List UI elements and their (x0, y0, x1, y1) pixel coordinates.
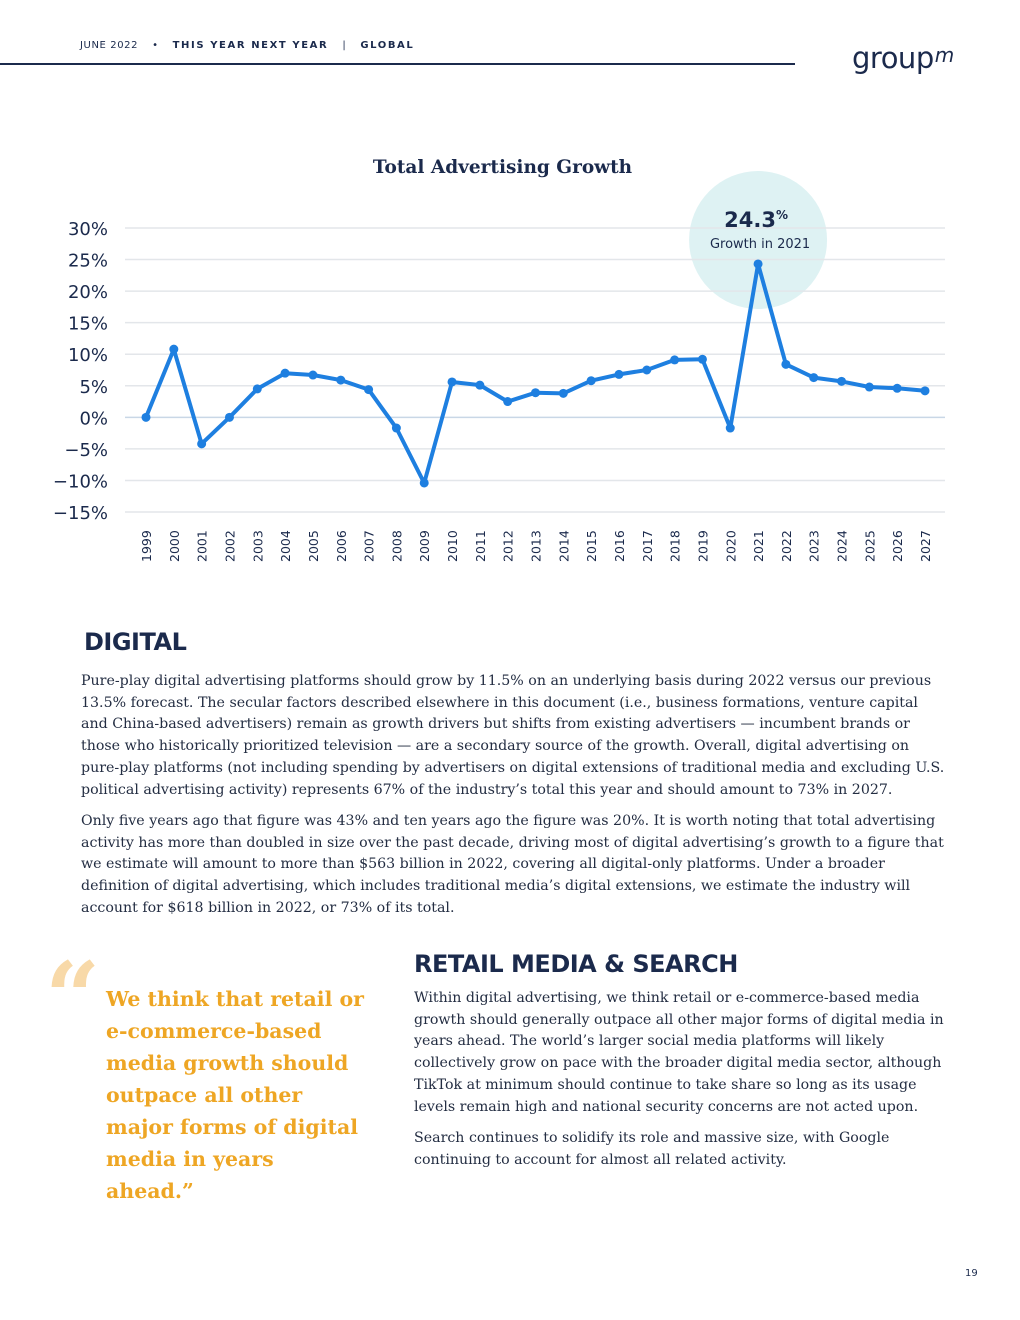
data-point (531, 388, 540, 398)
data-point (252, 384, 262, 394)
header-rule (0, 63, 795, 65)
x-tick-label: 2022 (779, 530, 794, 562)
data-point (837, 376, 847, 386)
x-tick-label: 2023 (807, 530, 822, 562)
x-tick-label: 2010 (445, 530, 460, 562)
x-tick-label: 2018 (668, 530, 683, 562)
x-tick-label: 2014 (556, 530, 571, 562)
x-tick-label: 2026 (890, 530, 905, 562)
x-tick-label: 2006 (334, 530, 349, 562)
data-point (224, 412, 234, 422)
x-tick-label: 2012 (501, 530, 516, 562)
data-point (391, 423, 401, 433)
logo-m-mark: m (934, 43, 954, 67)
data-point (308, 370, 318, 380)
x-tick-label: 2016 (612, 530, 627, 562)
y-tick-label: 20% (68, 282, 108, 303)
retail-heading: RETAIL MEDIA & SEARCH (414, 950, 738, 978)
y-tick-label: −10% (53, 471, 108, 492)
chart-title: Total Advertising Growth (372, 157, 633, 178)
data-point (197, 439, 207, 449)
retail-paragraph-1: Within digital advertising, we think ret… (414, 990, 944, 1115)
data-point (697, 354, 707, 364)
retail-paragraph-2: Search continues to solidify its role an… (414, 1130, 890, 1168)
digital-paragraph-1: Pure-play digital advertising platforms … (81, 673, 945, 798)
digital-heading: DIGITAL (84, 628, 187, 656)
callout-value: 24.3% (724, 208, 788, 232)
x-tick-label: 2013 (529, 530, 544, 562)
y-tick-label: 0% (79, 408, 108, 429)
digital-paragraph-2: Only five years ago that figure was 43% … (81, 813, 944, 916)
data-point (586, 376, 596, 386)
groupm-logo: groupm (852, 41, 954, 75)
data-point (558, 388, 568, 398)
quote-mark-icon: “ (45, 941, 101, 1054)
data-point (447, 377, 457, 387)
data-point (864, 382, 874, 392)
data-point (614, 369, 624, 379)
x-tick-label: 2001 (195, 530, 210, 562)
y-tick-label: −15% (53, 503, 108, 524)
x-tick-label: 2002 (222, 530, 237, 562)
callout-label: Growth in 2021 (710, 237, 810, 252)
x-tick-label: 2019 (695, 530, 710, 562)
data-point (141, 412, 151, 422)
header-region: GLOBAL (360, 40, 415, 51)
data-point (364, 385, 374, 395)
page-number: 19 (965, 1268, 978, 1279)
x-tick-label: 2024 (835, 530, 850, 562)
data-point (503, 397, 513, 407)
y-tick-label: 15% (68, 314, 108, 335)
data-point (781, 359, 791, 369)
series-line (144, 262, 927, 485)
data-point (336, 375, 346, 385)
x-tick-label: 2003 (250, 530, 265, 562)
data-point (753, 259, 763, 269)
x-tick-label: 2021 (751, 530, 766, 562)
data-point (892, 383, 902, 393)
y-tick-label: −5% (64, 440, 108, 461)
x-tick-label: 2007 (362, 530, 377, 562)
header-date: JUNE 2022 (80, 40, 139, 51)
header-divider: | (342, 40, 347, 51)
x-tick-label: 2009 (417, 530, 432, 562)
data-point (475, 380, 485, 390)
x-tick-label: 2005 (306, 530, 321, 562)
data-point (920, 386, 930, 396)
x-tick-label: 2020 (723, 530, 738, 562)
growth-line-chart: 30% 25% 20% 15% 10% 5% 0% −5% −10% −15% 1999 2000 20… (53, 171, 945, 562)
y-tick-label: 25% (68, 251, 108, 272)
running-header: JUNE 2022 • THIS YEAR NEXT YEAR | GLOBAL (80, 40, 414, 51)
data-point (670, 355, 680, 365)
x-tick-label: 2008 (389, 530, 404, 562)
header-bullet: • (152, 40, 159, 51)
header-report-title: THIS YEAR NEXT YEAR (172, 40, 329, 51)
y-tick-label: 30% (68, 219, 108, 240)
x-tick-label: 2017 (640, 530, 655, 562)
pull-quote: We think that retail or e-commerce-based… (106, 987, 364, 1203)
data-point (725, 423, 735, 433)
x-tick-label: 1999 (139, 530, 154, 562)
data-point (809, 373, 819, 383)
data-point (169, 344, 179, 354)
data-point (642, 365, 652, 375)
y-tick-label: 5% (79, 377, 108, 398)
x-tick-label: 2027 (918, 530, 933, 562)
x-tick-label: 2000 (167, 530, 182, 562)
x-tick-label: 2015 (584, 530, 599, 562)
x-tick-label: 2004 (278, 530, 293, 562)
data-point (419, 478, 429, 488)
x-tick-label: 2011 (473, 530, 488, 562)
y-tick-label: 10% (68, 345, 108, 366)
logo-wordmark: group (852, 41, 934, 75)
callout-bubble (689, 171, 828, 309)
data-point (280, 368, 290, 378)
x-tick-label: 2025 (862, 530, 877, 562)
